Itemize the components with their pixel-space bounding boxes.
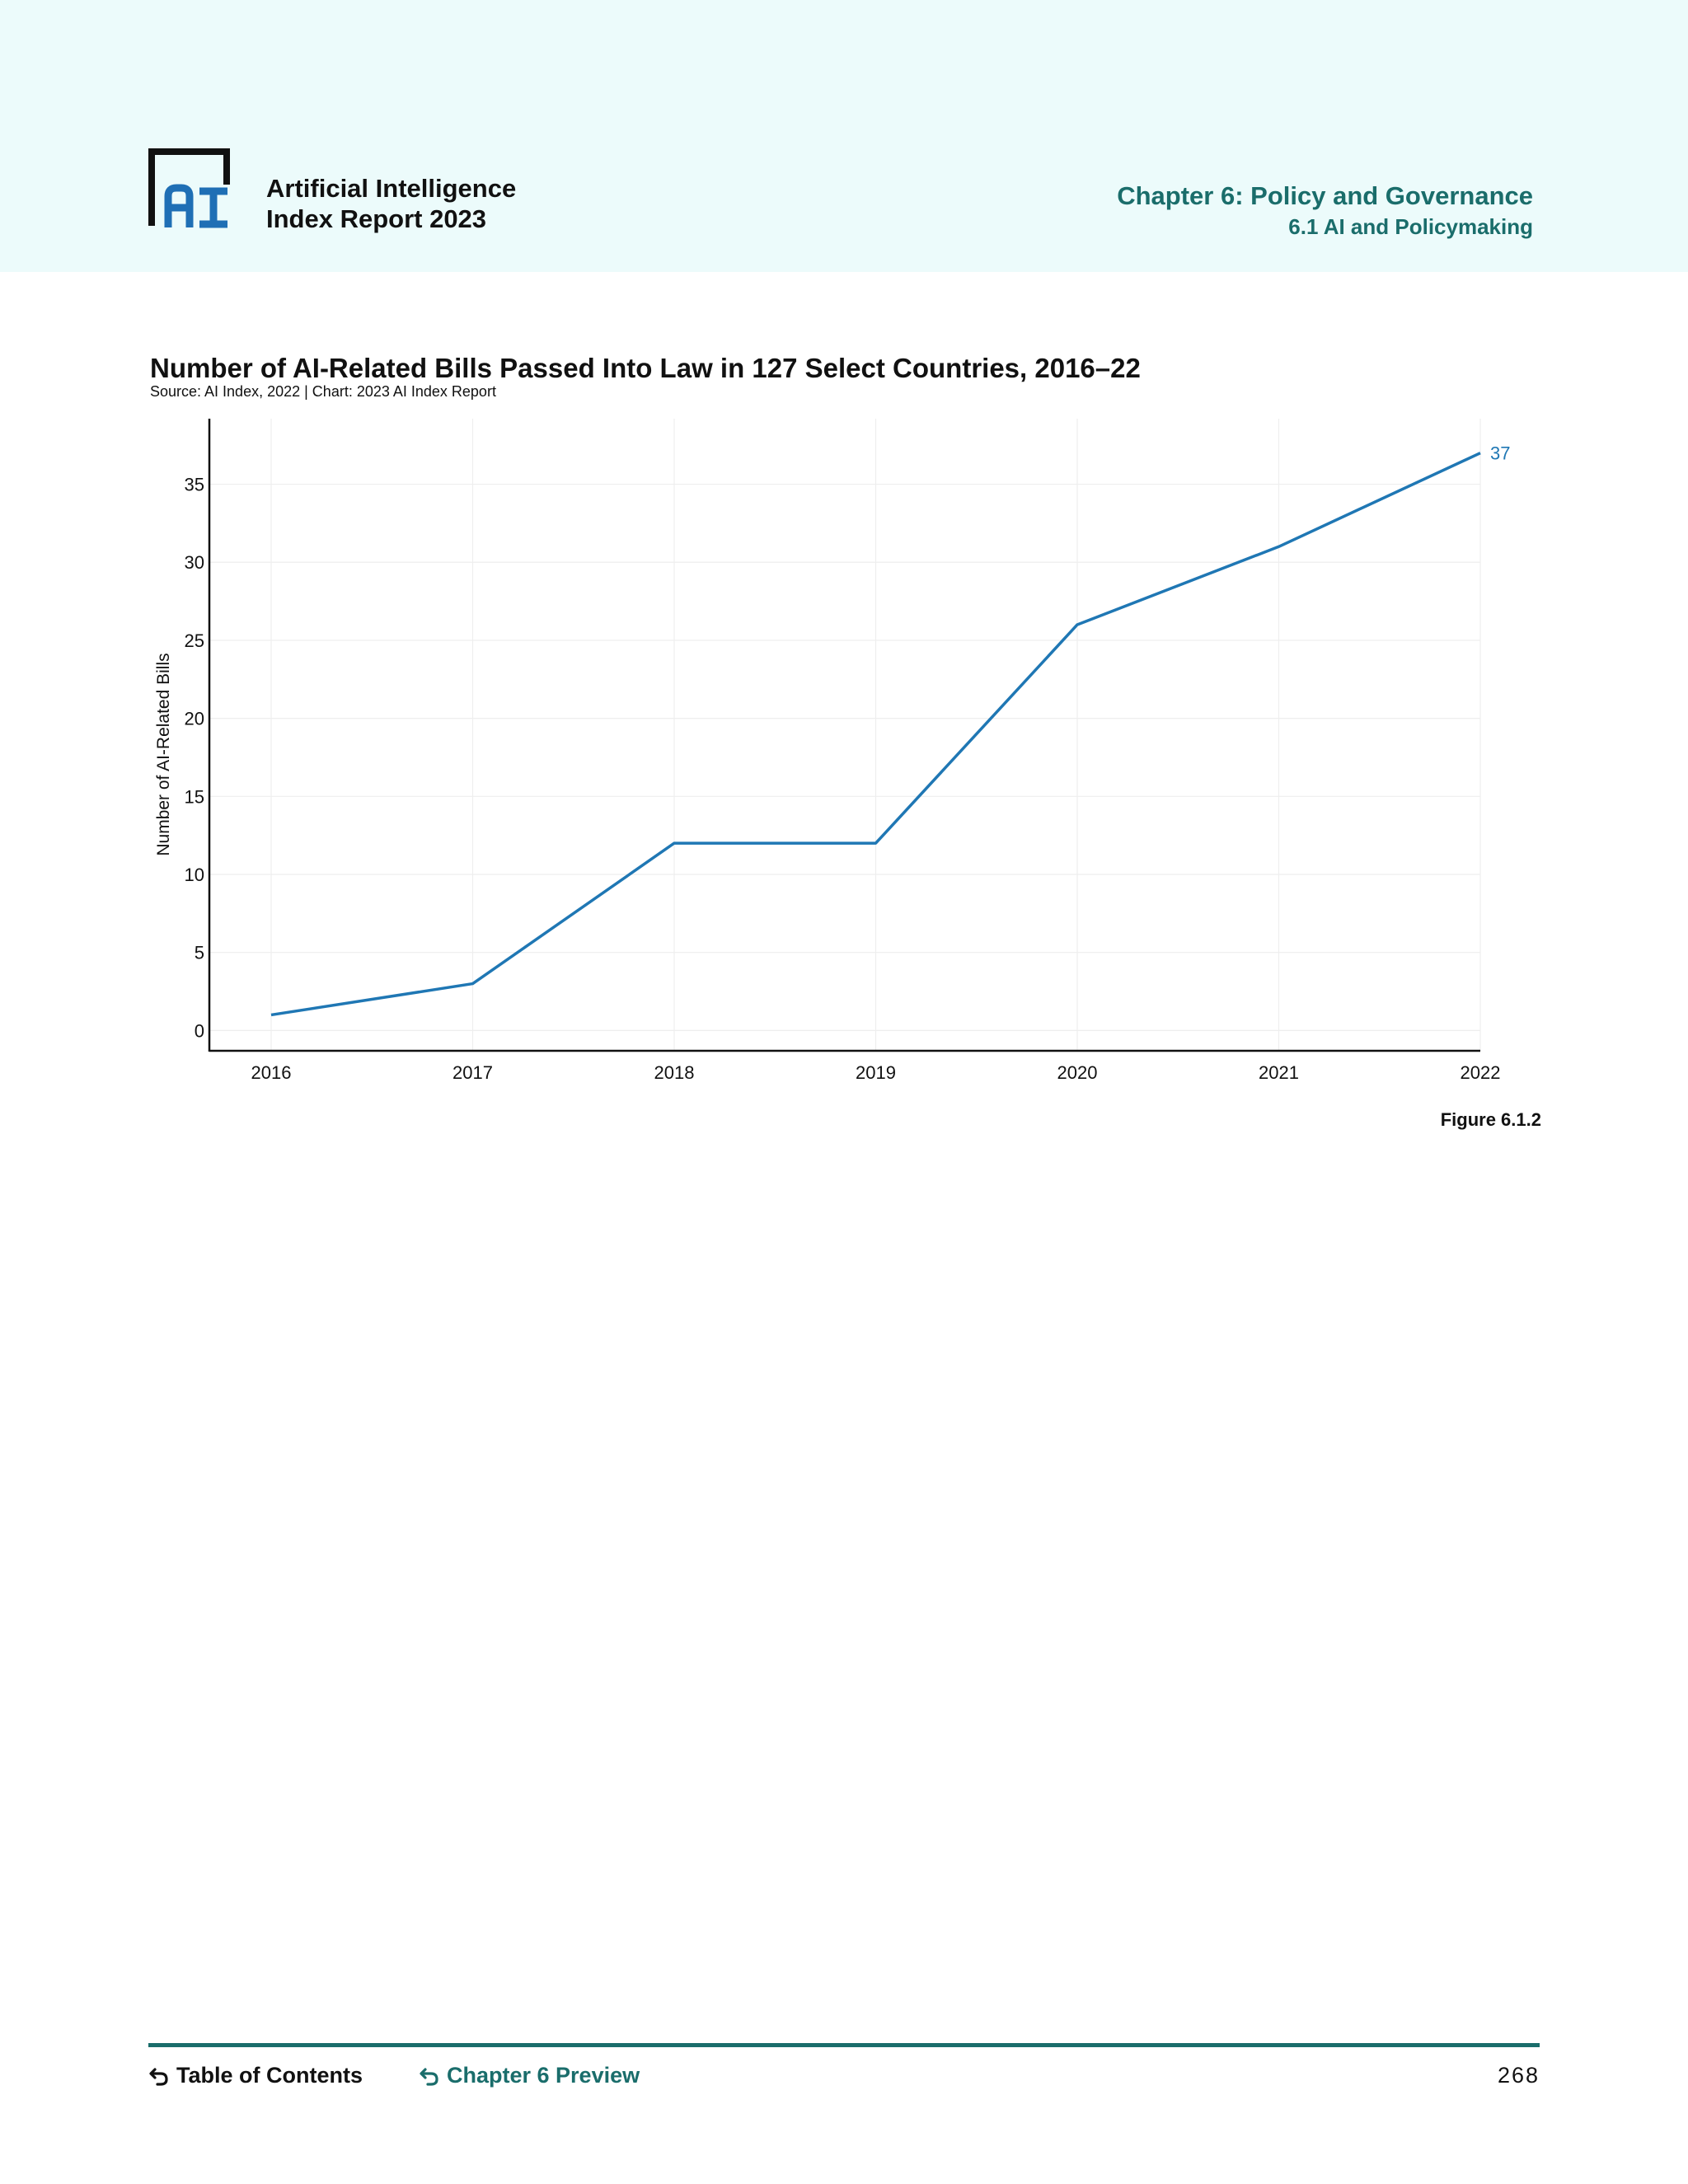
- chapter-title: Chapter 6: Policy and Governance: [1117, 181, 1533, 210]
- header-band: [0, 0, 1688, 272]
- ai-index-logo: [148, 148, 230, 228]
- x-tick-label: 2022: [1461, 1062, 1501, 1083]
- brand-line-1: Artificial Intelligence: [266, 174, 517, 203]
- table-of-contents-label: Table of Contents: [176, 2063, 363, 2088]
- x-tick-label: 2018: [654, 1062, 695, 1083]
- return-arrow-icon: [420, 2067, 438, 2086]
- y-tick-label: 20: [185, 709, 204, 729]
- y-tick-label: 30: [185, 552, 204, 573]
- x-tick-label: 2021: [1259, 1062, 1299, 1083]
- return-arrow-icon: [149, 2067, 168, 2086]
- y-tick-label: 0: [195, 1020, 204, 1041]
- x-tick-label: 2017: [452, 1062, 493, 1083]
- report-brand: Artificial Intelligence Index Report 202…: [266, 173, 516, 234]
- end-value-label: 37: [1490, 443, 1510, 464]
- chapter-section: 6.1 AI and Policymaking: [1288, 214, 1533, 239]
- line-chart: 0 5 10 15 20 25 30 35 2016 2017 2018 2019 2020 2021 20…: [154, 419, 1510, 1083]
- x-tick-label: 2020: [1057, 1062, 1098, 1083]
- y-tick-label: 15: [185, 786, 204, 807]
- table-of-contents-link[interactable]: Table of Contents: [148, 2063, 363, 2088]
- y-axis-label: Number of AI-Related Bills: [154, 653, 173, 855]
- brand-line-2: Index Report 2023: [266, 204, 487, 233]
- page-number: 268: [1497, 2063, 1540, 2088]
- chapter-heading: Chapter 6: Policy and Governance 6.1 AI …: [1117, 180, 1533, 241]
- figure-label: Figure 6.1.2: [1440, 1109, 1541, 1130]
- x-tick-label: 2016: [251, 1062, 292, 1083]
- chart-title: Number of AI-Related Bills Passed Into L…: [150, 353, 1141, 383]
- y-tick-label: 35: [185, 475, 204, 495]
- y-tick-label: 5: [195, 943, 204, 963]
- footer-rule: [148, 2043, 1540, 2047]
- chart-source: Source: AI Index, 2022 | Chart: 2023 AI …: [150, 383, 496, 400]
- y-tick-label: 25: [185, 630, 204, 651]
- y-tick-label: 10: [185, 865, 204, 885]
- x-tick-label: 2019: [856, 1062, 896, 1083]
- chapter-preview-link[interactable]: Chapter 6 Preview: [419, 2063, 640, 2088]
- chapter-preview-label: Chapter 6 Preview: [447, 2063, 640, 2088]
